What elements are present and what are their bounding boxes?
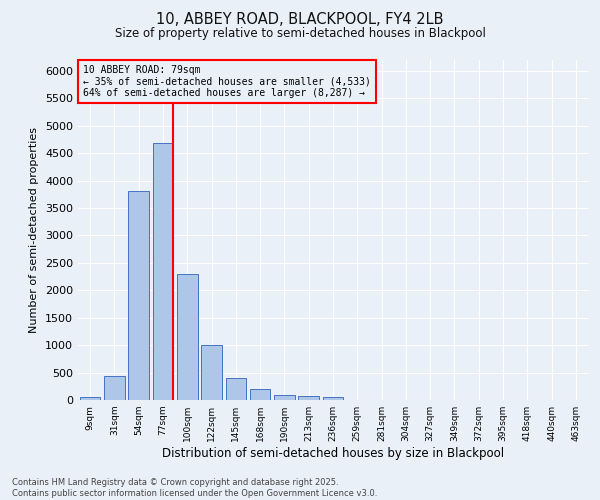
Text: 10, ABBEY ROAD, BLACKPOOL, FY4 2LB: 10, ABBEY ROAD, BLACKPOOL, FY4 2LB [156,12,444,28]
Bar [274,395,295,400]
Text: Contains HM Land Registry data © Crown copyright and database right 2025.
Contai: Contains HM Land Registry data © Crown c… [12,478,377,498]
Text: Size of property relative to semi-detached houses in Blackpool: Size of property relative to semi-detach… [115,28,485,40]
Bar [128,190,149,400]
X-axis label: Distribution of semi-detached houses by size in Blackpool: Distribution of semi-detached houses by … [162,447,504,460]
Bar [250,389,271,400]
Y-axis label: Number of semi-detached properties: Number of semi-detached properties [29,127,40,333]
Bar [226,378,246,400]
Text: 10 ABBEY ROAD: 79sqm
← 35% of semi-detached houses are smaller (4,533)
64% of se: 10 ABBEY ROAD: 79sqm ← 35% of semi-detac… [83,65,371,98]
Bar [201,345,222,400]
Bar [80,398,100,400]
Bar [323,398,343,400]
Bar [298,396,319,400]
Bar [177,274,197,400]
Bar [104,376,125,400]
Bar [152,144,173,400]
